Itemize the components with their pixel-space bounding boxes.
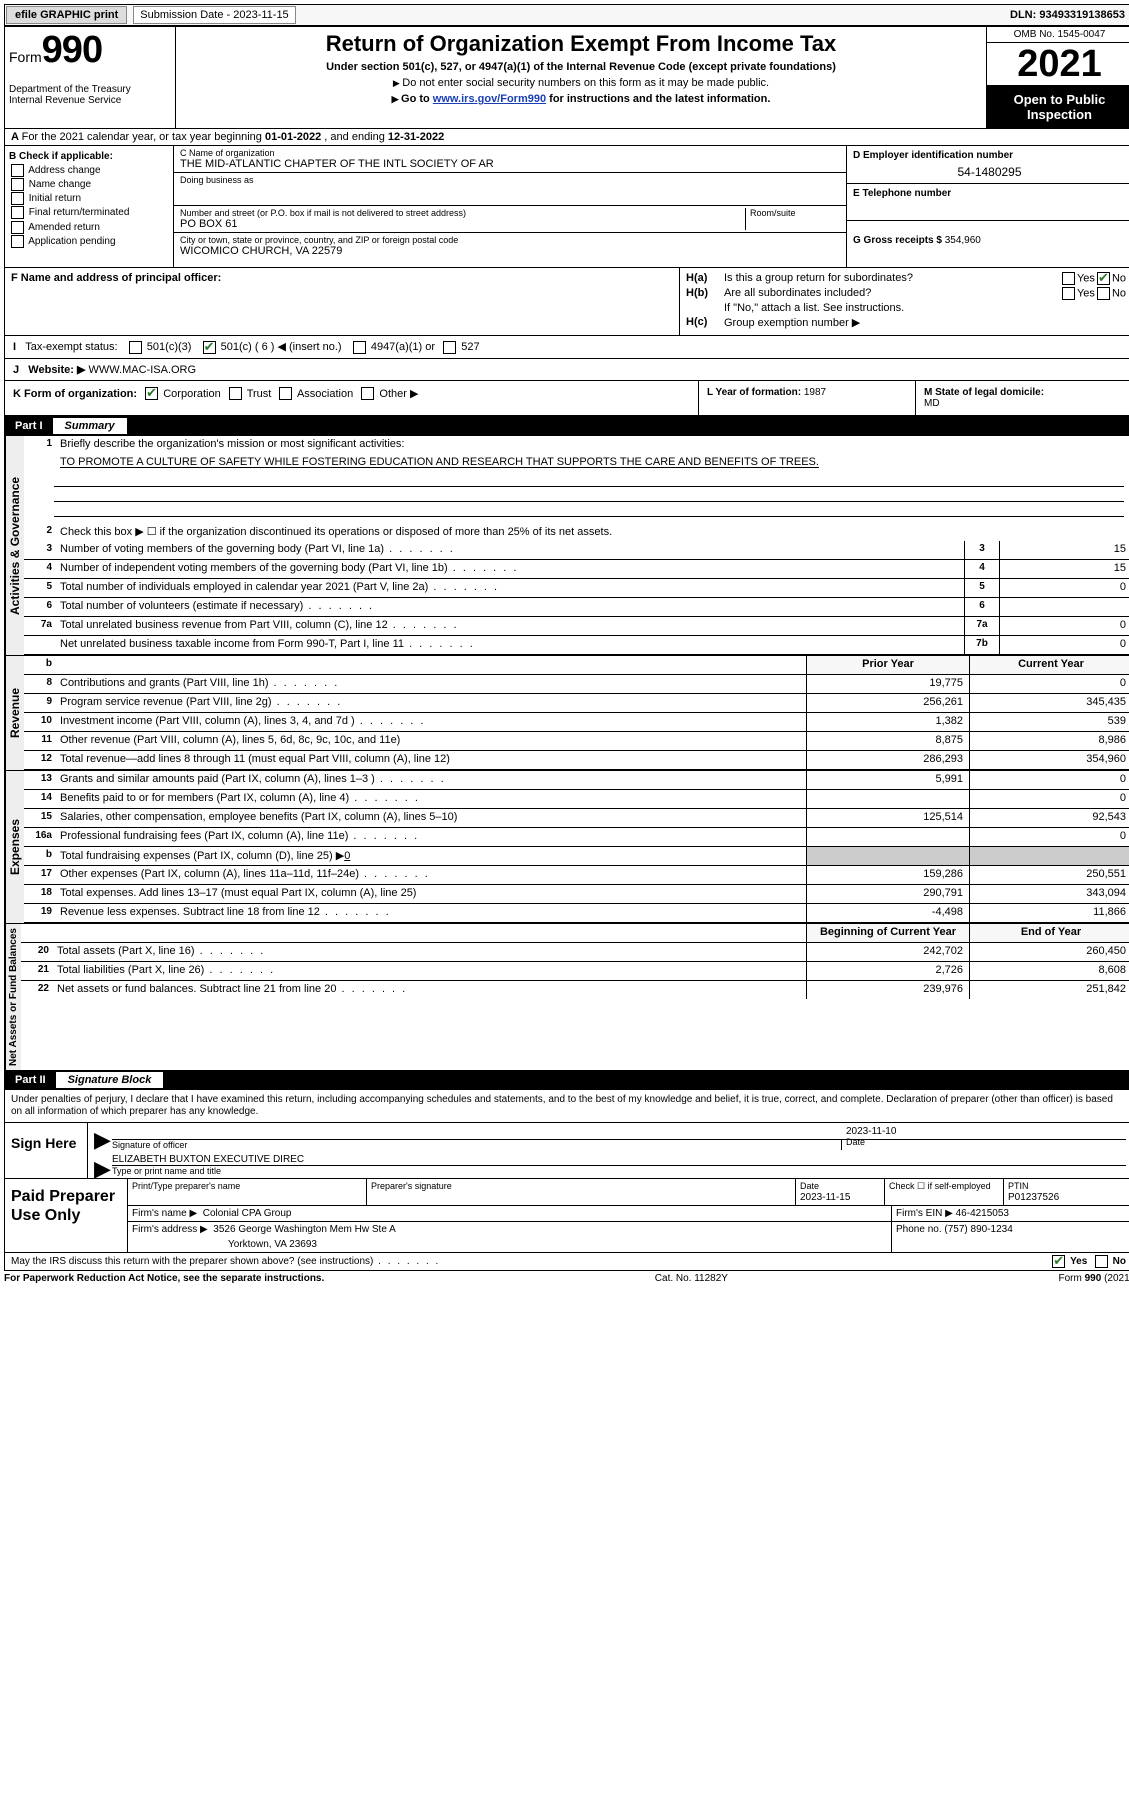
header-left: Form990 Department of the Treasury Inter… — [5, 27, 176, 128]
paid-preparer-block: Paid Preparer Use Only Print/Type prepar… — [5, 1178, 1129, 1252]
form-header: Form990 Department of the Treasury Inter… — [5, 27, 1129, 129]
line-j: J Website: ▶ WWW.MAC-ISA.ORG — [5, 359, 1129, 381]
h-block: H(a)Is this a group return for subordina… — [680, 268, 1129, 335]
header-mid: Return of Organization Exempt From Incom… — [176, 27, 987, 128]
form-number: 990 — [42, 29, 102, 71]
footer-right: Form 990 (2021) — [1059, 1273, 1129, 1284]
form-990: Form990 Department of the Treasury Inter… — [4, 26, 1129, 1271]
i-527[interactable]: 527 — [441, 341, 479, 353]
section-revenue: Revenue bPrior YearCurrent Year 8Contrib… — [5, 655, 1129, 770]
signature-arrow-icon: ▶ — [94, 1125, 112, 1150]
hb-yes[interactable]: Yes — [1060, 287, 1095, 300]
c-name: C Name of organization THE MID-ATLANTIC … — [174, 146, 846, 173]
ha-yes[interactable]: Yes — [1060, 272, 1095, 285]
section-expenses: Expenses 13Grants and similar amounts pa… — [5, 770, 1129, 923]
efile-print-button[interactable]: efile GRAPHIC print — [6, 6, 127, 24]
part-2-bar: Part II Signature Block — [5, 1070, 1129, 1090]
irs-discuss-row: May the IRS discuss this return with the… — [5, 1252, 1129, 1270]
paid-preparer-label: Paid Preparer Use Only — [5, 1179, 128, 1252]
k-other[interactable]: Other ▶ — [359, 388, 418, 400]
officer-name-label: Type or print name and title — [112, 1165, 1126, 1176]
form-subtitle-2a: Do not enter social security numbers on … — [182, 77, 980, 89]
discuss-no[interactable]: No — [1093, 1255, 1126, 1268]
name-arrow-icon: ▶ — [94, 1154, 112, 1176]
sign-here-label: Sign Here — [5, 1123, 88, 1178]
line-a: A For the 2021 calendar year, or tax yea… — [5, 129, 1129, 146]
open-to-public: Open to Public Inspection — [987, 86, 1129, 128]
b-lead: B Check if applicable: — [9, 151, 113, 162]
col-b: B Check if applicable: Address change Na… — [5, 146, 174, 267]
goto-pre: Go to — [401, 93, 433, 105]
a-pre: For the 2021 calendar year, or tax year … — [22, 131, 265, 143]
goto-post: for instructions and the latest informat… — [546, 93, 770, 105]
submission-date: Submission Date - 2023-11-15 — [133, 6, 295, 24]
hb-no[interactable]: No — [1095, 287, 1126, 300]
b-opt-5[interactable]: Application pending — [9, 235, 169, 249]
i-501c[interactable]: 501(c) ( 6 ) ◀ (insert no.) — [201, 341, 342, 353]
top-bar: efile GRAPHIC print Submission Date - 20… — [4, 4, 1129, 26]
irs-link[interactable]: www.irs.gov/Form990 — [433, 93, 546, 105]
tax-year: 2021 — [987, 43, 1129, 86]
sig-officer-label: Signature of officer — [112, 1140, 841, 1150]
a-begin: 01-01-2022 — [265, 131, 321, 143]
block-b-g: B Check if applicable: Address change Na… — [5, 146, 1129, 268]
b-opt-4[interactable]: Amended return — [9, 221, 169, 235]
g-gross: G Gross receipts $ 354,960 — [847, 221, 1129, 267]
line-k: K Form of organization: Corporation Trus… — [5, 381, 1129, 416]
side-governance: Activities & Governance — [5, 436, 24, 655]
k-assoc[interactable]: Association — [277, 388, 353, 400]
b-opt-0[interactable]: Address change — [9, 164, 169, 178]
dln: DLN: 93493319138653 — [1010, 9, 1129, 21]
discuss-yes[interactable]: Yes — [1050, 1255, 1087, 1268]
a-end: 12-31-2022 — [388, 131, 444, 143]
form-title: Return of Organization Exempt From Incom… — [182, 31, 980, 57]
i-501c3[interactable]: 501(c)(3) — [127, 341, 192, 353]
mission-text: TO PROMOTE A CULTURE OF SAFETY WHILE FOS… — [60, 456, 819, 468]
line-f-h: F Name and address of principal officer:… — [5, 268, 1129, 336]
section-governance: Activities & Governance 1Briefly describ… — [5, 436, 1129, 655]
omb-number: OMB No. 1545-0047 — [987, 27, 1129, 43]
form-subtitle-1: Under section 501(c), 527, or 4947(a)(1)… — [182, 61, 980, 73]
sign-here-block: Sign Here ▶ Signature of officer 2023-11… — [5, 1122, 1129, 1178]
form-word: Form — [9, 49, 42, 65]
c-dba: Doing business as — [174, 173, 846, 206]
k-corp[interactable]: Corporation — [143, 388, 221, 400]
b-opt-2[interactable]: Initial return — [9, 192, 169, 206]
side-netassets: Net Assets or Fund Balances — [5, 924, 21, 1070]
c-city: City or town, state or province, country… — [174, 233, 846, 259]
declaration-text: Under penalties of perjury, I declare th… — [5, 1090, 1129, 1122]
f-officer: F Name and address of principal officer: — [5, 268, 680, 335]
a-mid: , and ending — [321, 131, 388, 143]
officer-name: ELIZABETH BUXTON EXECUTIVE DIREC — [112, 1154, 1126, 1165]
page-footer: For Paperwork Reduction Act Notice, see … — [4, 1271, 1129, 1286]
b-opt-3[interactable]: Final return/terminated — [9, 206, 169, 220]
k-trust[interactable]: Trust — [227, 388, 272, 400]
side-expenses: Expenses — [5, 771, 24, 923]
footer-cat: Cat. No. 11282Y — [655, 1273, 728, 1284]
dept-treasury: Department of the Treasury Internal Reve… — [9, 84, 169, 106]
i-4947[interactable]: 4947(a)(1) or — [351, 341, 435, 353]
line-i: I Tax-exempt status: 501(c)(3) 501(c) ( … — [5, 336, 1129, 359]
ha-no[interactable]: No — [1095, 272, 1126, 285]
b-opt-1[interactable]: Name change — [9, 178, 169, 192]
e-phone: E Telephone number — [847, 184, 1129, 221]
c-street: Number and street (or P.O. box if mail i… — [174, 206, 846, 233]
part-1-bar: Part I Summary — [5, 416, 1129, 436]
d-ein: D Employer identification number 54-1480… — [847, 146, 1129, 184]
footer-left: For Paperwork Reduction Act Notice, see … — [4, 1273, 324, 1284]
side-revenue: Revenue — [5, 656, 24, 770]
header-right: OMB No. 1545-0047 2021 Open to Public In… — [987, 27, 1129, 128]
section-netassets: Net Assets or Fund Balances Beginning of… — [5, 923, 1129, 1070]
col-cdefg: C Name of organization THE MID-ATLANTIC … — [174, 146, 1129, 267]
